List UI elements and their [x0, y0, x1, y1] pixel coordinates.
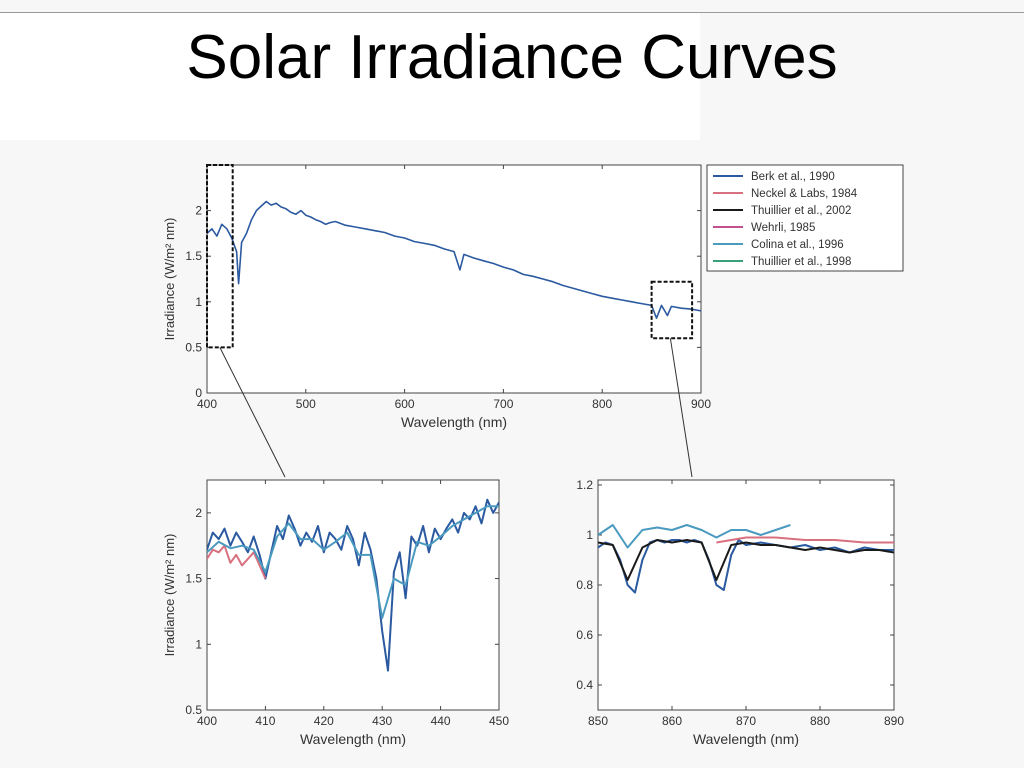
y-tick-label: 0.6	[576, 628, 593, 642]
legend-box	[706, 164, 904, 272]
y-tick-label: 2	[195, 506, 202, 520]
plot-area	[597, 479, 895, 711]
x-axis-label: Wavelength (nm)	[401, 414, 507, 430]
title-band	[0, 13, 700, 140]
zoom-box	[650, 280, 694, 340]
x-tick-label: 850	[588, 714, 608, 728]
slide-top-rule	[0, 12, 1024, 13]
y-tick-label: 0.4	[576, 678, 593, 692]
plot-area	[206, 479, 500, 711]
x-tick-label: 880	[810, 714, 830, 728]
series-line	[207, 505, 499, 619]
series-line	[716, 536, 894, 544]
x-axis-label: Wavelength (nm)	[300, 731, 406, 747]
y-tick-label: 1	[586, 528, 593, 542]
series-line	[598, 539, 894, 581]
legend-label: Neckel & Labs, 1984	[751, 188, 858, 200]
x-tick-label: 890	[884, 714, 904, 728]
x-tick-label: 400	[197, 714, 217, 728]
legend-label: Thuillier et al., 1998	[751, 256, 851, 268]
y-tick-label: 1.5	[185, 572, 202, 586]
x-tick-label: 700	[493, 397, 513, 411]
x-tick-label: 600	[395, 397, 415, 411]
x-tick-label: 860	[662, 714, 682, 728]
plot-1: 400 500 600 700 800 900 0 0.5 1 1.5 2 Wavelength (n…	[162, 164, 711, 430]
y-tick-label: 0.8	[576, 578, 593, 592]
y-tick-label: 2	[195, 204, 202, 218]
plot-3: 850 860 870 880 890 0.4 0.6 0.8 1 1.2 Wavelength (…	[576, 478, 904, 747]
plot-area	[206, 164, 702, 394]
series-line	[598, 524, 791, 549]
zoom-box	[206, 164, 234, 349]
x-tick-label: 430	[372, 714, 392, 728]
legend-label: Wehrli, 1985	[751, 222, 815, 234]
series-line	[207, 498, 499, 672]
x-tick-label: 900	[691, 397, 711, 411]
x-tick-label: 500	[296, 397, 316, 411]
y-tick-label: 1.2	[576, 478, 593, 492]
x-tick-label: 800	[592, 397, 612, 411]
y-axis-label: Irradiance (W/m² nm)	[162, 534, 177, 657]
slide-title: Solar Irradiance Curves	[186, 23, 838, 92]
zoom-connector	[669, 338, 693, 478]
x-tick-label: 450	[489, 714, 509, 728]
series-line	[207, 200, 701, 320]
x-tick-label: 870	[736, 714, 756, 728]
y-tick-label: 0.5	[185, 703, 202, 717]
x-tick-label: 410	[255, 714, 275, 728]
legend-label: Colina et al., 1996	[751, 239, 844, 251]
x-tick-label: 400	[197, 397, 217, 411]
y-tick-label: 0.5	[185, 340, 202, 354]
legend-label: Berk et al., 1990	[751, 171, 835, 183]
legend-label: Thuillier et al., 2002	[751, 205, 851, 217]
y-axis-label: Irradiance (W/m² nm)	[162, 218, 177, 341]
plot-2: 400 410 420 430 440 450 0.5 1 1.5 2 Wavelength (nm…	[162, 479, 509, 747]
y-tick-label: 1.5	[185, 249, 202, 263]
zoom-connector	[219, 347, 286, 478]
y-tick-label: 0	[195, 386, 202, 400]
y-tick-label: 1	[195, 295, 202, 309]
x-tick-label: 420	[314, 714, 334, 728]
legend: Berk et al., 1990 Neckel & Labs, 1984 Thui…	[706, 164, 904, 272]
series-line	[207, 544, 267, 580]
x-axis-label: Wavelength (nm)	[693, 731, 799, 747]
y-tick-label: 1	[195, 637, 202, 651]
x-tick-label: 440	[431, 714, 451, 728]
